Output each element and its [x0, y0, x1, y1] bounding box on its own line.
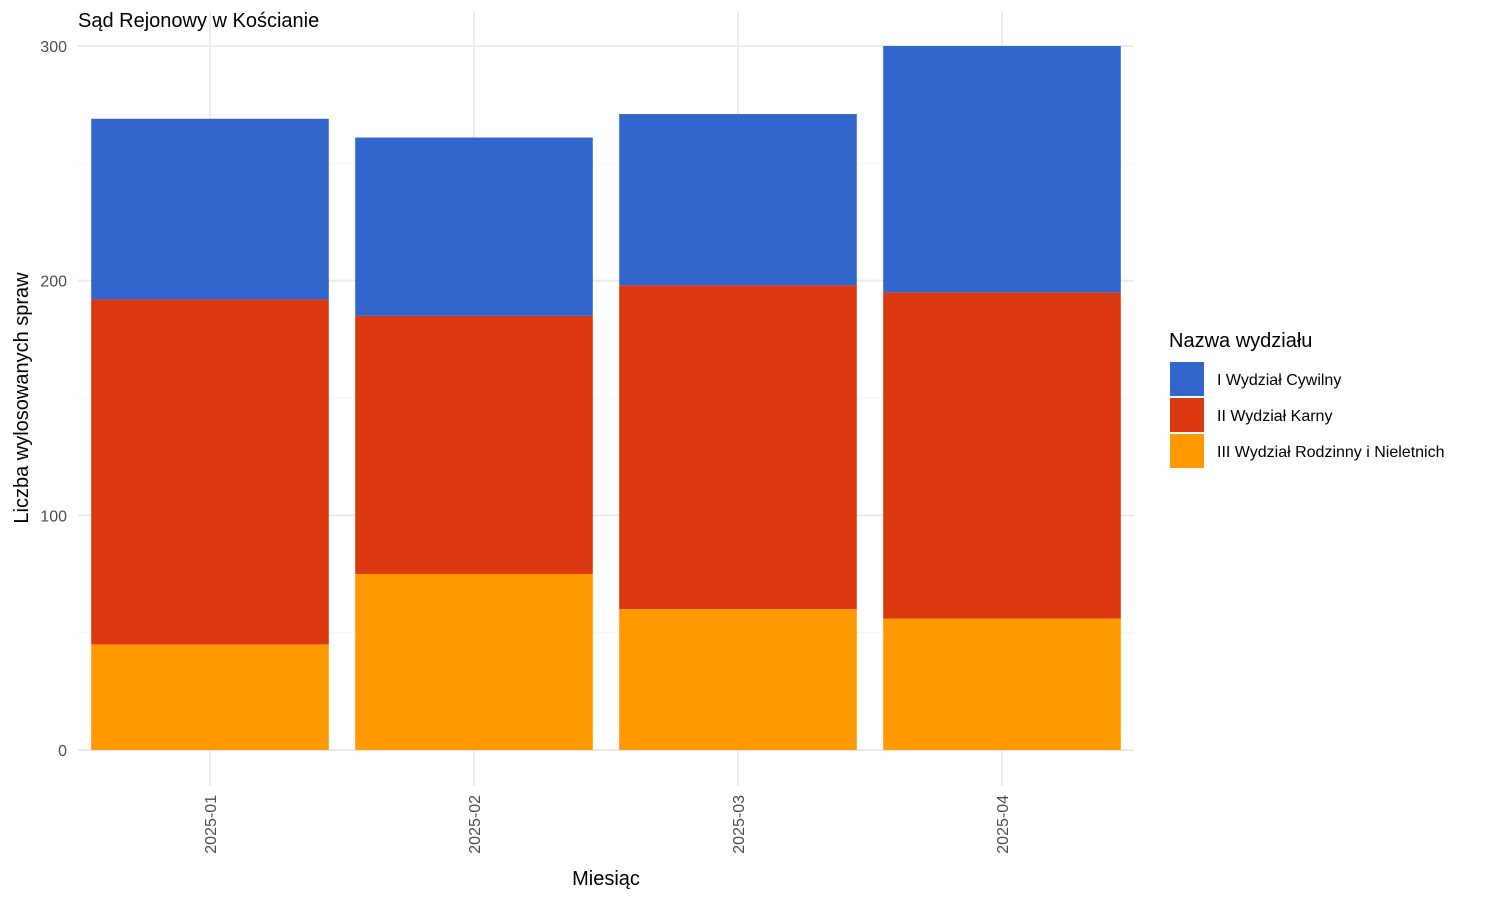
bar-segment: II Wydział Karny 2025-02: 110 [355, 315, 593, 574]
legend-swatch [1170, 362, 1204, 396]
bar-segment: I Wydział Cywilny 2025-02: 76 [355, 137, 593, 316]
legend: Nazwa wydziału I Wydział Cywilny II Wydzi… [1169, 330, 1445, 468]
chart-title: Sąd Rejonowy w Kościanie [78, 10, 319, 32]
bar-segment: II Wydział Karny 2025-04: 139 [883, 292, 1121, 619]
bar-segment: II Wydział Karny 2025-03: 138 [619, 285, 857, 610]
bars-layer: III Wydział Rodzinny i Nieletnich 2025-0… [91, 46, 1121, 750]
x-axis-label: Miesiąc [572, 868, 640, 890]
x-tick-label: 2025-04 [995, 795, 1012, 854]
x-tick-label: 2025-03 [731, 795, 748, 854]
x-tick-label: 2025-02 [467, 795, 484, 854]
axis-layer: 0 100 200 300 2025-01 2025-02 2025-03 2025-04 [40, 39, 1012, 854]
legend-swatch [1170, 398, 1204, 432]
y-tick-label: 200 [40, 274, 67, 291]
legend-label: III Wydział Rodzinny i Nieletnich [1217, 444, 1445, 461]
bar-segment: I Wydział Cywilny 2025-03: 73 [619, 114, 857, 286]
legend-title: Nazwa wydziału [1169, 330, 1312, 352]
legend-swatch [1170, 434, 1204, 468]
y-tick-label: 0 [58, 743, 67, 760]
bar-segment: III Wydział Rodzinny i Nieletnich 2025-0… [355, 574, 593, 750]
bar-segment: III Wydział Rodzinny i Nieletnich 2025-0… [883, 618, 1121, 750]
x-tick-label: 2025-01 [203, 795, 220, 854]
bar-segment: I Wydział Cywilny 2025-01: 77 [91, 118, 329, 300]
y-tick-label: 100 [40, 508, 67, 525]
y-axis-label: Liczba wylosowanych spraw [11, 272, 33, 524]
bar-segment: III Wydział Rodzinny i Nieletnich 2025-0… [91, 644, 329, 750]
y-tick-label: 300 [40, 39, 67, 56]
legend-label: I Wydział Cywilny [1217, 372, 1341, 389]
bar-segment: II Wydział Karny 2025-01: 147 [91, 299, 329, 645]
bar-segment: III Wydział Rodzinny i Nieletnich 2025-0… [619, 609, 857, 750]
legend-label: II Wydział Karny [1217, 408, 1332, 425]
bar-segment: I Wydział Cywilny 2025-04: 105 [883, 46, 1121, 293]
